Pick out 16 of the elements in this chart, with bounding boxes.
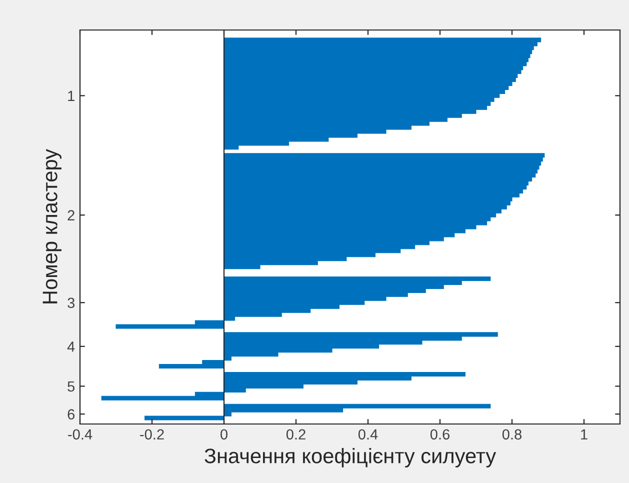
x-tick-label: 0.6 [430, 429, 450, 440]
x-tick-label: -0.4 [68, 429, 92, 440]
x-tick-label: 0.4 [358, 429, 378, 440]
x-axis-title: Значення коефіцієнту силуету [204, 448, 496, 468]
x-tick-label: 1 [581, 429, 588, 440]
y-axis-title: Номер кластеру [42, 148, 62, 304]
y-tick-label: 5 [68, 381, 75, 392]
y-tick-label: 2 [68, 210, 74, 220]
y-tick-label: 1 [68, 90, 74, 101]
x-tick-label: 0.8 [502, 429, 522, 440]
x-tick-label: 0.2 [286, 429, 306, 440]
y-tick-label: 4 [67, 342, 75, 352]
y-tick-label: 3 [68, 298, 74, 308]
x-tick-label: 0 [220, 429, 228, 440]
x-tick-label: -0.2 [140, 429, 164, 440]
y-tick-label: 6 [68, 409, 74, 420]
